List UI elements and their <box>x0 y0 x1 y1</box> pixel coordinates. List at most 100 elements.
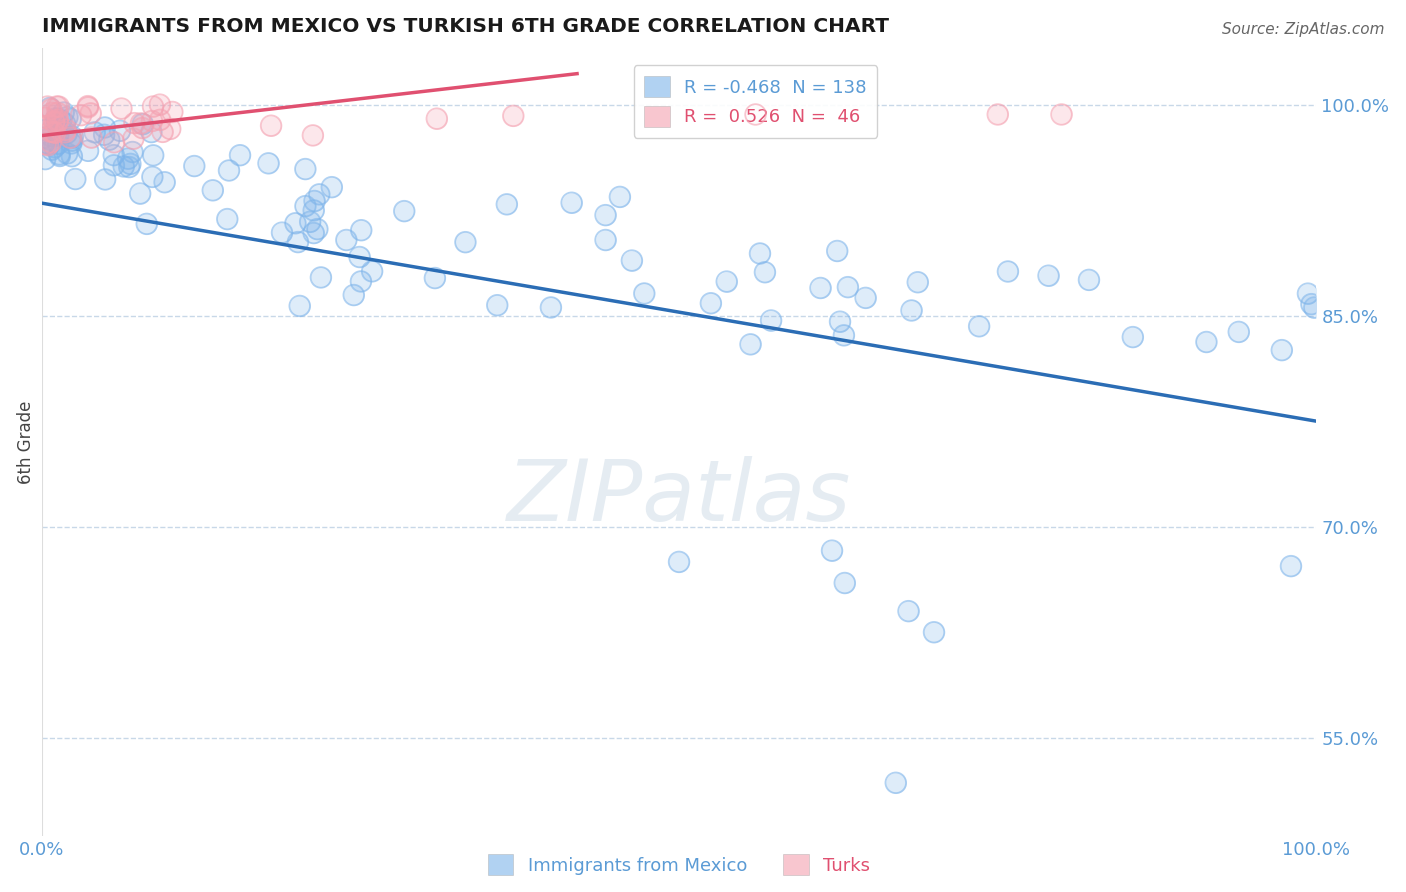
Point <box>495 197 517 211</box>
Point <box>350 275 373 289</box>
Point <box>1303 301 1326 315</box>
Point <box>76 99 98 113</box>
Y-axis label: 6th Grade: 6th Grade <box>17 401 35 484</box>
Point <box>987 107 1010 121</box>
Point <box>828 315 851 329</box>
Point <box>153 175 176 189</box>
Point <box>294 162 316 177</box>
Point <box>34 137 56 152</box>
Point <box>1227 325 1250 339</box>
Point <box>633 286 655 301</box>
Point <box>149 112 172 127</box>
Point <box>62 130 84 145</box>
Point <box>80 130 103 145</box>
Point <box>825 244 848 258</box>
Point <box>260 119 283 133</box>
Point <box>740 337 762 351</box>
Point <box>45 118 67 132</box>
Point <box>149 97 172 112</box>
Point <box>716 275 738 289</box>
Point <box>754 265 776 279</box>
Point <box>45 99 67 113</box>
Point <box>152 125 174 139</box>
Point <box>302 226 325 240</box>
Point <box>1078 273 1101 287</box>
Point <box>129 186 152 201</box>
Point <box>832 328 855 343</box>
Point <box>120 157 142 171</box>
Point <box>45 112 67 126</box>
Point <box>38 137 60 152</box>
Point <box>633 286 655 301</box>
Point <box>287 235 309 249</box>
Point <box>112 160 135 174</box>
Point <box>321 180 343 194</box>
Point <box>129 116 152 130</box>
Point <box>257 156 280 170</box>
Point <box>59 131 82 145</box>
Point <box>46 114 69 128</box>
Point <box>52 105 75 120</box>
Point <box>45 112 67 126</box>
Point <box>142 99 165 113</box>
Point <box>304 194 326 208</box>
Point <box>42 114 65 128</box>
Point <box>45 118 67 132</box>
Point <box>34 137 56 152</box>
Point <box>103 158 125 172</box>
Point <box>80 106 103 120</box>
Point <box>103 136 125 150</box>
Point <box>821 543 844 558</box>
Point <box>53 117 76 131</box>
Point <box>810 281 832 295</box>
Point <box>217 212 239 227</box>
Point <box>142 99 165 113</box>
Point <box>287 235 309 249</box>
Point <box>39 101 62 115</box>
Point <box>44 140 66 154</box>
Point <box>141 125 163 139</box>
Point <box>349 250 371 264</box>
Point <box>834 576 856 591</box>
Point <box>98 133 121 147</box>
Point <box>502 109 524 123</box>
Point <box>37 99 59 113</box>
Point <box>423 271 446 285</box>
Point <box>94 120 117 135</box>
Point <box>118 160 141 174</box>
Point <box>183 159 205 173</box>
Point <box>129 186 152 201</box>
Point <box>309 270 332 285</box>
Point <box>229 148 252 162</box>
Point <box>620 253 643 268</box>
Point <box>77 144 100 158</box>
Point <box>907 275 929 289</box>
Point <box>39 101 62 115</box>
Point <box>343 288 366 302</box>
Point <box>135 217 157 231</box>
Point <box>59 131 82 145</box>
Point <box>361 264 384 278</box>
Point <box>1279 559 1302 574</box>
Point <box>39 129 62 144</box>
Point <box>59 130 82 145</box>
Point <box>42 115 65 129</box>
Point <box>41 106 63 120</box>
Point <box>754 265 776 279</box>
Point <box>129 116 152 130</box>
Point <box>60 136 83 151</box>
Legend: Immigrants from Mexico, Turks: Immigrants from Mexico, Turks <box>481 847 877 882</box>
Point <box>48 100 70 114</box>
Point <box>83 125 105 139</box>
Point <box>51 113 73 128</box>
Point <box>218 163 240 178</box>
Text: IMMIGRANTS FROM MEXICO VS TURKISH 6TH GRADE CORRELATION CHART: IMMIGRANTS FROM MEXICO VS TURKISH 6TH GR… <box>42 17 889 36</box>
Point <box>117 152 139 166</box>
Point <box>1078 273 1101 287</box>
Point <box>42 125 65 139</box>
Point <box>41 143 63 157</box>
Text: Source: ZipAtlas.com: Source: ZipAtlas.com <box>1222 22 1385 37</box>
Point <box>59 112 82 126</box>
Point <box>620 253 643 268</box>
Point <box>44 140 66 154</box>
